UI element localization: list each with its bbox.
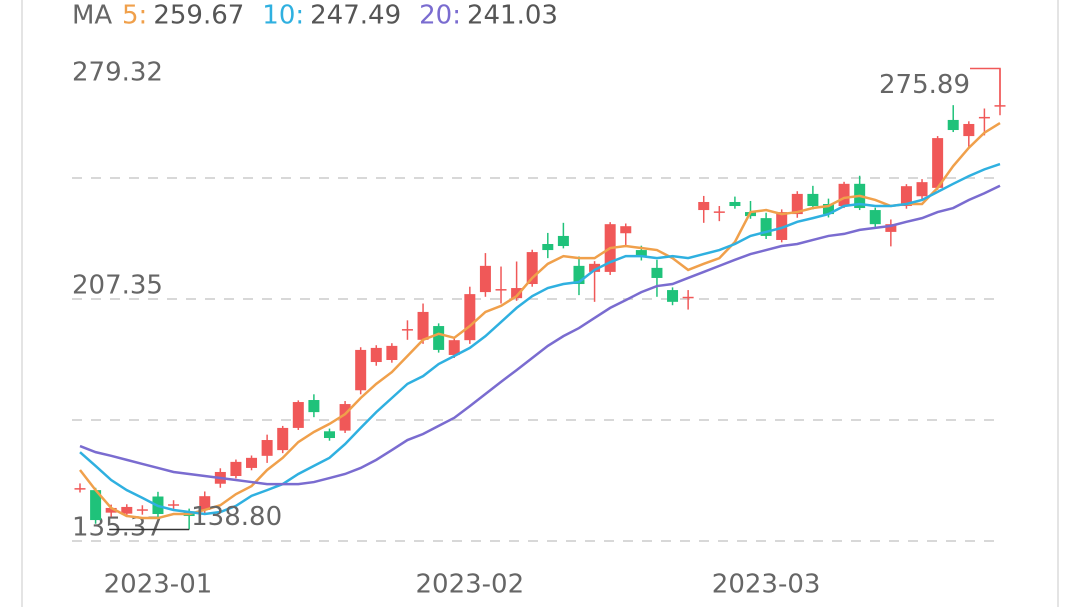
candle-body xyxy=(667,290,679,302)
candle-body xyxy=(464,294,476,341)
candle-body xyxy=(90,490,102,521)
min-label: 138.80 xyxy=(191,502,282,532)
candle-body xyxy=(370,347,382,363)
candle-body xyxy=(651,267,663,278)
ma-line xyxy=(79,162,1001,516)
candle-body xyxy=(230,461,242,477)
candle-body xyxy=(682,296,694,299)
y-tick-label: 207.35 xyxy=(72,270,163,300)
candle-body xyxy=(885,224,897,232)
candle-body xyxy=(448,340,460,355)
candle-body xyxy=(261,440,273,456)
candle-body xyxy=(807,193,819,207)
candle-body xyxy=(791,193,803,215)
legend-value: 259.67 xyxy=(153,1,244,31)
candle-body xyxy=(479,265,491,293)
candle-body xyxy=(932,138,944,188)
x-tick-label: 2023-01 xyxy=(104,570,213,600)
candle-body xyxy=(401,329,413,331)
legend-name: 5: xyxy=(122,1,147,31)
candle-body xyxy=(386,345,398,361)
candle-body xyxy=(963,123,975,137)
candle-body xyxy=(573,265,585,285)
legend-name: 10: xyxy=(262,1,304,31)
candle-body xyxy=(869,210,881,225)
ma-label: MA xyxy=(72,1,112,31)
max-pointer xyxy=(970,67,1001,107)
candle-body xyxy=(713,211,725,213)
y-tick-label: 279.32 xyxy=(72,58,163,88)
candle-body xyxy=(121,506,133,514)
candle-body xyxy=(246,457,258,468)
legend-value: 247.49 xyxy=(310,1,401,31)
candle-body xyxy=(838,183,850,207)
candle-body xyxy=(495,289,507,291)
candle-body xyxy=(168,504,180,506)
x-tick-label: 2023-02 xyxy=(416,570,525,600)
candle-body xyxy=(589,263,601,272)
candle-body xyxy=(323,431,335,439)
candle-body xyxy=(511,288,523,299)
candle-body xyxy=(105,507,117,513)
candle-body xyxy=(620,226,632,234)
candle-body xyxy=(635,250,647,257)
candle-body xyxy=(729,201,741,207)
candle-body xyxy=(433,326,445,350)
candle-body xyxy=(417,311,429,340)
candle-body xyxy=(900,186,912,207)
candle-body xyxy=(339,404,351,431)
candle-body xyxy=(760,218,772,236)
candle-body xyxy=(698,201,710,211)
candle-body xyxy=(776,212,788,240)
ma-line xyxy=(79,122,1001,520)
candle-body xyxy=(355,349,367,391)
candle-body xyxy=(947,119,959,131)
candle-body xyxy=(557,235,569,247)
candle-body xyxy=(978,116,990,119)
candle-body xyxy=(74,488,86,490)
candle-body xyxy=(526,252,538,285)
candle-body xyxy=(277,427,289,451)
candle-body xyxy=(308,400,320,413)
candle-body xyxy=(822,203,834,215)
candle-body xyxy=(916,182,928,197)
candle-body xyxy=(199,496,211,510)
max-label: 275.89 xyxy=(879,70,970,100)
candle-body xyxy=(292,402,304,428)
legend-name: 20: xyxy=(419,1,461,31)
ma-line xyxy=(79,184,1001,486)
legend-value: 241.03 xyxy=(467,1,558,31)
x-tick-label: 2023-03 xyxy=(712,570,821,600)
candle-body xyxy=(542,244,554,251)
candle-body xyxy=(136,509,148,511)
